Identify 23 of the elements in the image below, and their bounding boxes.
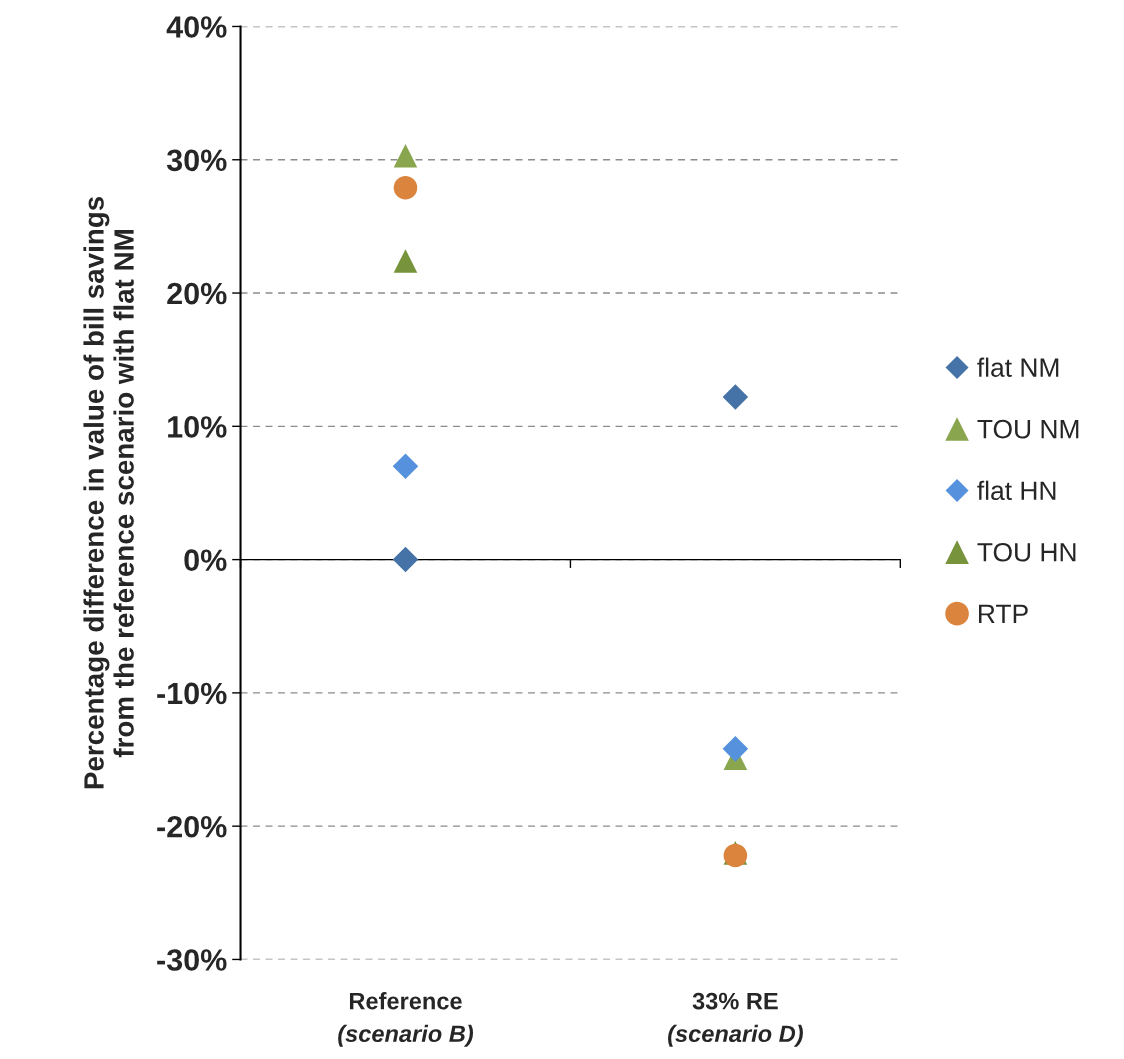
legend-label: TOU NM [977,419,1079,439]
y-tick-label: 30% [166,149,227,172]
legend-label: RTP [979,604,1028,623]
y-tick-label: 10% [168,416,227,438]
y-tick-label: 0% [184,549,227,571]
y-axis-title: Percentage difference in value of bill savings from the reference scenario with flat NM [83,196,134,789]
point [392,546,419,573]
point [392,453,419,480]
legend-label: TOU HN [977,542,1076,562]
legend-label: flat HN [977,480,1056,501]
y-tick-label: -20% [157,815,227,838]
point [722,384,749,410]
point [722,736,749,762]
point [393,143,418,168]
y-tick-label: 40% [166,16,227,38]
legend-label: flat NM [977,357,1059,377]
x-tick-label: 33% RE (scenario D) [668,992,803,1047]
point [393,175,418,200]
y-tick-label: 20% [167,282,227,305]
point [393,249,418,273]
y-tick-label: -30% [157,949,227,971]
x-tick-label: Reference (scenario B) [338,992,474,1047]
y-tick-label: -10% [157,682,227,705]
